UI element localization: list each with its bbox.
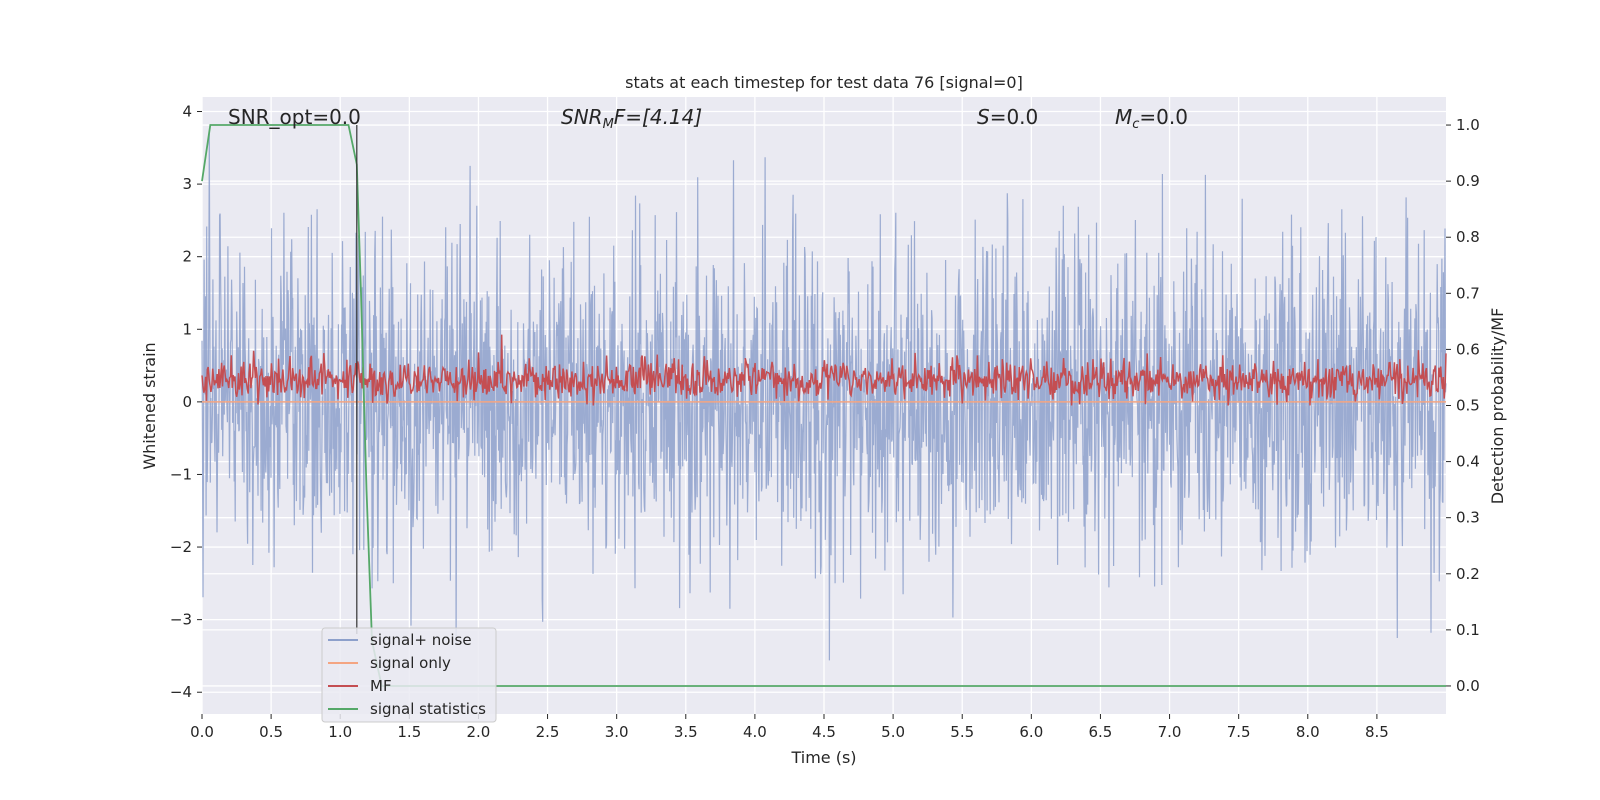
y-right-tick-label: 0.2 <box>1456 565 1480 583</box>
series-mf <box>201 334 1447 406</box>
y-right-tick-label: 0.1 <box>1456 621 1480 639</box>
annotation-s: S=0.0 <box>977 105 1038 129</box>
y-tick-label: −2 <box>170 538 192 556</box>
y-axis-right-ticks: 0.0 0.1 0.2 0.3 0.4 0.5 0.6 0.7 0.8 0.9 1.0 <box>1446 116 1480 695</box>
y-axis-label: Whitened strain <box>140 342 159 469</box>
annotation-mc: Mc=0.0 <box>1115 105 1188 132</box>
annotation-mc-rest: =0.0 <box>1139 105 1188 129</box>
x-tick-label: 1.0 <box>328 723 352 741</box>
x-tick-label: 8.5 <box>1365 723 1389 741</box>
legend-box <box>321 627 497 723</box>
chart-title: stats at each timestep for test data 76 … <box>625 73 1023 92</box>
line-mf <box>201 334 1447 406</box>
annotation-s-rest: =0.0 <box>990 105 1039 129</box>
x-tick-label: 3.0 <box>605 723 629 741</box>
x-tick-label: 7.0 <box>1158 723 1182 741</box>
x-tick-label: 1.5 <box>397 723 421 741</box>
annotation-s-main: S <box>977 105 990 129</box>
x-tick-label: 6.5 <box>1089 723 1113 741</box>
x-tick-label: 4.0 <box>743 723 767 741</box>
legend-label-signal-noise: signal+ noise <box>370 631 472 649</box>
y-tick-label: 4 <box>182 103 192 121</box>
y-tick-label: 3 <box>182 175 192 193</box>
annotation-snr-mf: SNRMF=[4.14] <box>561 105 702 132</box>
y-right-tick-label: 0.4 <box>1456 453 1480 471</box>
annotation-snr-mf-sub: M <box>603 117 614 132</box>
y-tick-label: 0 <box>182 393 192 411</box>
y-axis-ticks: −4 −3 −2 −1 0 1 2 3 4 <box>170 103 202 701</box>
legend: signal+ noise signal only MF signal stat… <box>321 627 497 723</box>
y-tick-label: 1 <box>182 320 192 338</box>
y-right-tick-label: 0.0 <box>1456 677 1480 695</box>
y-axis-right-label: Detection probability/MF <box>1488 308 1507 505</box>
x-tick-label: 2.5 <box>536 723 560 741</box>
x-tick-label: 0.5 <box>259 723 283 741</box>
y-tick-label: −1 <box>170 465 192 483</box>
legend-label-signal-only: signal only <box>370 654 451 672</box>
annotation-snr-mf-main: SNR <box>561 105 603 129</box>
annotation-snr-opt: SNR_opt=0.0 <box>228 105 361 129</box>
x-tick-label: 3.5 <box>674 723 698 741</box>
x-axis-label: Time (s) <box>790 748 856 767</box>
y-right-tick-label: 0.6 <box>1456 340 1480 358</box>
x-tick-label: 5.5 <box>950 723 974 741</box>
x-tick-label: 7.5 <box>1227 723 1251 741</box>
y-tick-label: −4 <box>170 683 192 701</box>
annotation-mc-sub: c <box>1132 117 1139 132</box>
y-tick-label: −3 <box>170 611 192 629</box>
x-tick-label: 6.0 <box>1019 723 1043 741</box>
y-tick-label: 2 <box>182 248 192 266</box>
y-right-tick-label: 0.9 <box>1456 172 1480 190</box>
x-axis-ticks: 0.0 0.5 1.0 1.5 2.0 2.5 3.0 3.5 4.0 4.5 5.0 5.5 6.0 6… <box>190 714 1389 741</box>
x-tick-label: 4.5 <box>812 723 836 741</box>
y-right-tick-label: 0.7 <box>1456 284 1480 302</box>
annotation-snr-mf-rest: F=[4.14] <box>614 105 702 129</box>
x-tick-label: 2.0 <box>467 723 491 741</box>
annotation-mc-main: M <box>1115 105 1132 129</box>
x-tick-label: 8.0 <box>1296 723 1320 741</box>
x-tick-label: 5.0 <box>881 723 905 741</box>
x-tick-label: 0.0 <box>190 723 214 741</box>
y-right-tick-label: 0.8 <box>1456 228 1480 246</box>
legend-label-signal-statistics: signal statistics <box>370 700 486 718</box>
y-right-tick-label: 0.3 <box>1456 509 1480 527</box>
y-right-tick-label: 0.5 <box>1456 397 1480 415</box>
legend-label-mf: MF <box>370 677 392 695</box>
y-right-tick-label: 1.0 <box>1456 116 1480 134</box>
